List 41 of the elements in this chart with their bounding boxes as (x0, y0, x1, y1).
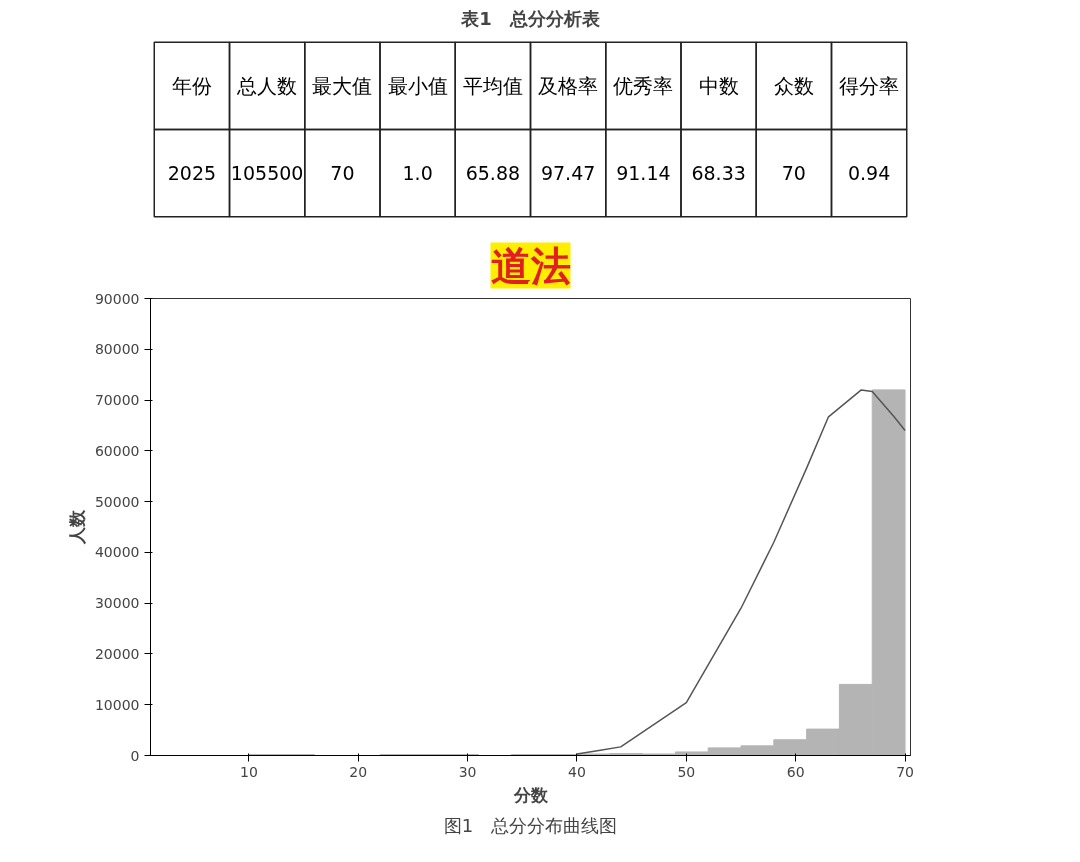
y-tick-label: 10000 (94, 696, 140, 713)
text: 表1 总分分析表 (460, 7, 600, 29)
text: 70 (781, 162, 806, 185)
x-tick-label: 50 (677, 763, 696, 780)
category-label: 最大值 (312, 73, 373, 98)
text: 1.0 (402, 162, 433, 185)
category-label: 得分率 (839, 73, 900, 98)
category-label: 优秀率 (613, 73, 674, 98)
y-tick-label: 90000 (94, 290, 140, 307)
y-axis-title: 人数 (66, 509, 87, 545)
category-label: 及格率 (538, 73, 599, 98)
x-axis-title: 分数 (512, 784, 549, 805)
y-tick-label: 0 (130, 747, 140, 764)
category-label: 年份 (171, 73, 212, 98)
category-label: 最小值 (387, 73, 448, 98)
y-tick-label: 80000 (94, 341, 140, 358)
x-tick-label: 60 (786, 763, 805, 780)
x-tick-label: 40 (568, 763, 586, 780)
y-tick-label: 50000 (94, 493, 140, 510)
text: 65.88 (465, 162, 521, 185)
category-label: 总人数 (236, 73, 298, 98)
category-label: 中数 (698, 73, 739, 98)
x-tick-label: 70 (896, 763, 914, 780)
y-tick-label: 30000 (94, 595, 140, 612)
text: 91.14 (616, 162, 671, 185)
x-tick-label: 20 (349, 763, 368, 780)
text: 68.33 (691, 162, 746, 185)
y-tick-label: 60000 (94, 442, 140, 459)
caption: 图1 总分分布曲线图 (443, 814, 618, 836)
x-tick-label: 30 (458, 763, 477, 780)
category-label: 众数 (773, 73, 814, 98)
text: 97.47 (540, 162, 596, 185)
x-tick-label: 10 (240, 763, 258, 780)
text: 105500 (230, 162, 304, 185)
y-tick-label: 20000 (94, 645, 140, 662)
text: 70 (330, 162, 355, 185)
y-tick-label: 70000 (94, 392, 140, 409)
y-tick-label: 40000 (94, 544, 140, 561)
text: 0.94 (847, 162, 891, 185)
text: 2025 (167, 162, 217, 185)
category-label: 平均值 (462, 73, 523, 98)
